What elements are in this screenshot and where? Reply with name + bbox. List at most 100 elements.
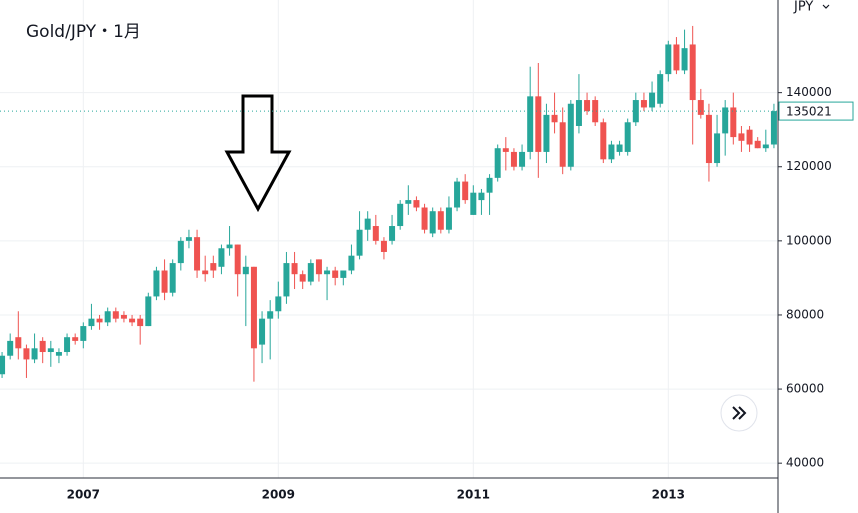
candle-body [307,263,314,282]
candle-body [145,296,152,327]
candle-body [632,100,639,123]
candle-body [340,270,347,278]
candle-body [80,326,87,341]
candle-body [380,240,387,252]
candle-body [608,144,615,160]
candle-body [649,92,656,108]
candle-body [15,337,22,349]
candle-body [429,211,436,234]
candle-body [324,270,331,275]
candle-body [454,181,461,208]
candle-body [770,111,777,145]
x-tick-label: 2009 [262,488,295,502]
candle-body [746,129,753,145]
candle-body [161,270,168,293]
x-tick-label: 2007 [67,488,100,502]
candle-body [185,237,192,241]
candle-body [584,100,591,112]
x-tick-label: 2011 [457,488,490,502]
candle-body [445,207,452,230]
candle-body [226,244,233,249]
candle-body [283,263,290,297]
candle-body [714,133,721,164]
candle-body [177,240,184,264]
candle-body [600,122,607,160]
candle-body [31,348,38,360]
candle-body [616,144,623,152]
candle-body [535,96,542,152]
candle-body [259,318,266,345]
candle-body [437,211,444,230]
button-icon [732,406,747,420]
candle-body [762,144,769,149]
currency-label[interactable]: JPY [793,0,813,15]
last-price-label: 135021 [786,105,832,119]
candle-body [96,318,103,323]
candle-body [421,207,428,230]
candle-body [267,311,274,319]
last-price-box [778,101,854,121]
x-tick-label: 2013 [652,488,685,502]
candle-body [218,248,225,267]
candle-body [242,266,249,275]
y-tick-label: 40000 [786,456,824,470]
candle-body [543,114,550,152]
candle-body [332,270,339,278]
candle-body [551,114,558,123]
candle-body [250,266,257,349]
candle-body [705,114,712,164]
candle-body [169,263,176,293]
chart-title: Gold/JPY・1月 [26,22,141,42]
candle-body [88,318,95,327]
grid [0,0,778,478]
candle-body [738,133,745,141]
annotation-arrow [224,94,292,213]
candle-body [55,352,62,356]
candle-body [462,181,469,201]
candle-body [120,314,127,319]
candle-body [486,177,493,193]
candle-body [689,44,696,101]
candle-body [194,237,201,271]
candle-body [681,48,688,71]
candle-body [730,107,737,138]
candle-body [364,218,371,230]
candle-body [527,96,534,152]
y-tick-label: 80000 [786,307,824,321]
candle-body [23,348,30,360]
y-tick-label: 60000 [786,382,824,396]
candle-body [397,203,404,227]
candle-body [291,263,298,275]
candle-body [7,340,14,356]
candle-body [665,44,672,75]
candle-body [137,318,144,327]
candle-body [575,100,582,126]
candle-body [299,274,306,282]
scroll-to-latest-button[interactable] [720,394,758,432]
y-tick-label: 140000 [786,85,832,99]
candles [0,25,777,382]
candle-body [153,270,160,297]
candle-body [478,192,485,201]
candle-body [697,100,704,115]
candle-body [673,44,680,71]
candle-body [202,270,209,275]
candle-body [722,107,729,134]
candle-body [64,337,71,353]
y-tick-label: 120000 [786,159,832,173]
candle-body [372,226,379,241]
candle-body [129,318,136,323]
candle-body [559,122,566,167]
candle-body [315,259,322,275]
candle-body [413,200,420,208]
candle-body [72,337,79,341]
candle-body [592,100,599,123]
candle-body [657,74,664,104]
candle-body [624,122,631,152]
candle-body [356,229,363,256]
currency-chevron [822,4,830,9]
candle-body [519,151,526,167]
candle-body [0,355,6,375]
candle-body [502,148,509,152]
